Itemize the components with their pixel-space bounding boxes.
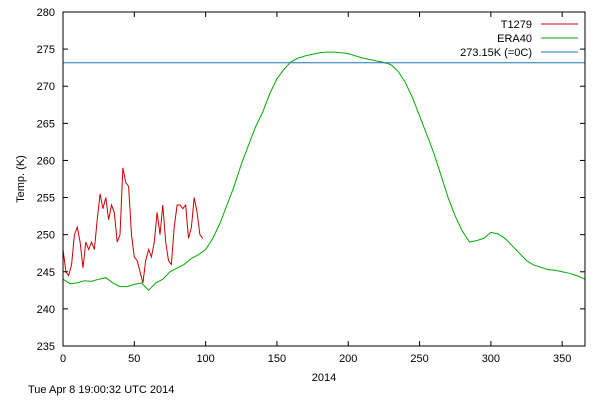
x-tick-label: 100 — [196, 353, 214, 365]
x-tick-label: 150 — [268, 353, 286, 365]
y-tick-label: 240 — [37, 304, 55, 316]
series-line-era40 — [62, 51, 586, 292]
legend-label: ERA40 — [497, 33, 532, 45]
legend-label: T1279 — [501, 19, 532, 31]
x-axis-title: 2014 — [312, 372, 336, 384]
y-tick-label: 280 — [37, 7, 55, 19]
y-tick-label: 245 — [37, 267, 55, 279]
y-axis: 235 240 245 250 255 260 265 270 275 280 — [37, 7, 585, 353]
x-tick-label: 300 — [482, 353, 500, 365]
y-tick-label: 260 — [37, 155, 55, 167]
legend-label: 273.15K (=0C) — [460, 47, 532, 59]
timestamp-label: Tue Apr 8 19:00:32 UTC 2014 — [28, 384, 175, 396]
x-axis: 0 50 100 150 200 250 300 350 — [60, 12, 571, 365]
y-tick-label: 265 — [37, 118, 55, 130]
y-tick-label: 275 — [37, 44, 55, 56]
series-lines — [62, 51, 586, 292]
x-tick-label: 250 — [410, 353, 428, 365]
plot-frame — [62, 11, 586, 347]
x-tick-label: 200 — [339, 353, 357, 365]
y-tick-label: 270 — [37, 81, 55, 93]
x-tick-label: 0 — [60, 353, 66, 365]
y-axis-title: Temp. (K) — [15, 155, 27, 203]
legend: T1279 ERA40 273.15K (=0C) — [460, 19, 578, 59]
y-tick-label: 250 — [37, 230, 55, 242]
x-tick-label: 350 — [553, 353, 571, 365]
series-line-t1279 — [62, 167, 204, 284]
x-tick-label: 50 — [128, 353, 140, 365]
y-tick-label: 255 — [37, 193, 55, 205]
y-tick-label: 235 — [37, 341, 55, 353]
